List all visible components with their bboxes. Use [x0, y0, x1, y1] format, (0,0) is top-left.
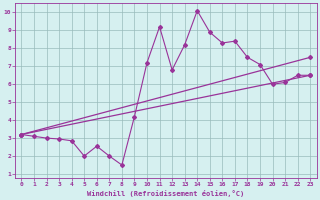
X-axis label: Windchill (Refroidissement éolien,°C): Windchill (Refroidissement éolien,°C): [87, 190, 244, 197]
